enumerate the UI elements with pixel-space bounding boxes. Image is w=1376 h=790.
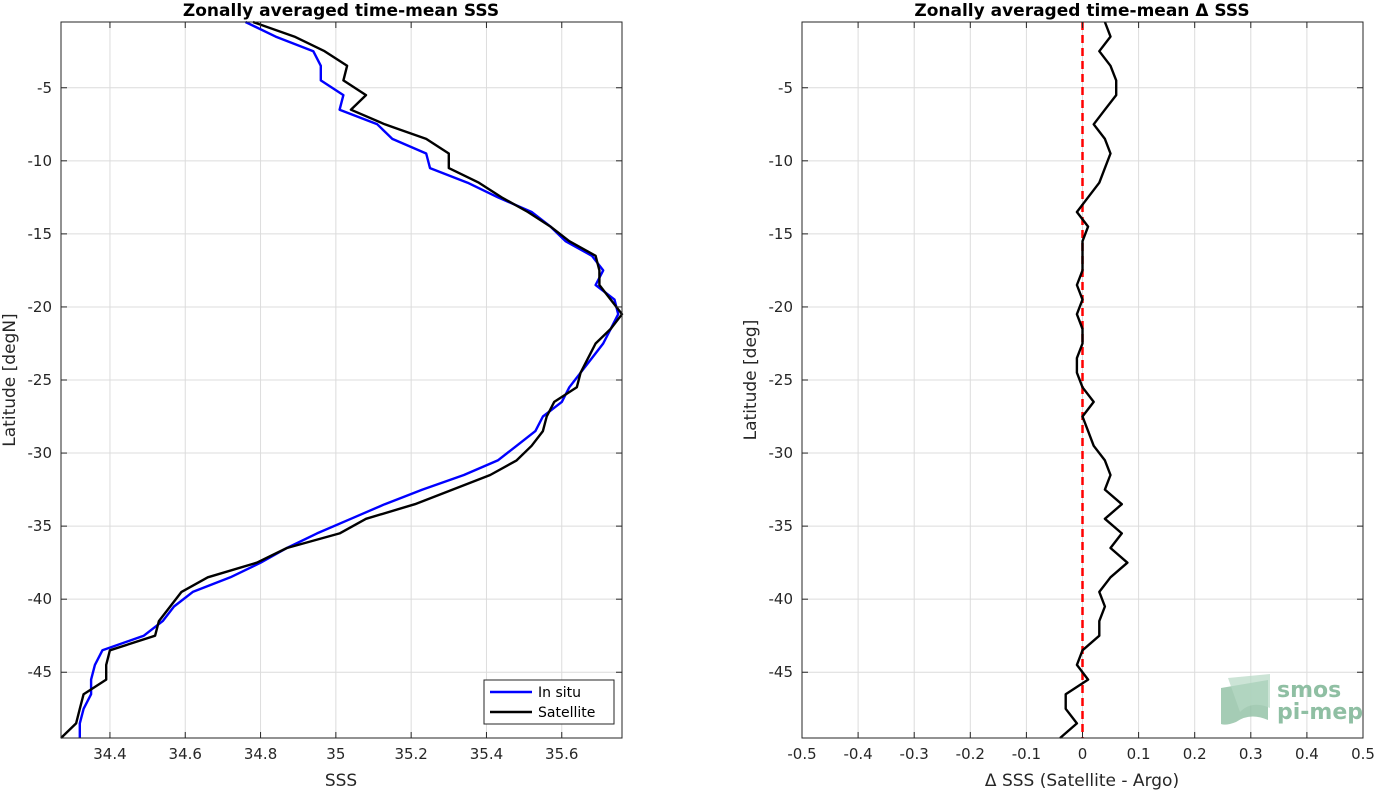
- y-tick-label: -25: [28, 371, 53, 389]
- x-tick-label: 35: [326, 745, 345, 763]
- chart-title: Zonally averaged time-mean Δ SSS: [914, 1, 1249, 21]
- delta-sss-panel: -0.5 -0.4 -0.3 -0.2 -0.1 0 0.1 0.2 0.3 0.4 0.5 -5 -1…: [741, 1, 1375, 790]
- y-tick-label: -40: [28, 590, 53, 608]
- x-tick-label: -0.3: [900, 745, 929, 763]
- chart-title: Zonally averaged time-mean SSS: [183, 1, 499, 21]
- x-tick-label: 35.4: [470, 745, 503, 763]
- x-axis-label: Δ SSS (Satellite - Argo): [985, 771, 1179, 790]
- x-axis-label: SSS: [325, 771, 357, 790]
- y-tick-label: -30: [769, 444, 794, 462]
- x-tick-label: 35.6: [545, 745, 578, 763]
- grid: [61, 22, 622, 738]
- y-tick-label: -25: [769, 371, 794, 389]
- y-tick-label: -40: [769, 590, 794, 608]
- y-tick-label: -30: [28, 444, 53, 462]
- x-tick-label: -0.2: [956, 745, 985, 763]
- ticks: -0.5 -0.4 -0.3 -0.2 -0.1 0 0.1 0.2 0.3 0.4 0.5 -5 -1…: [769, 22, 1375, 763]
- y-tick-label: -35: [28, 517, 53, 535]
- logo-text-pi-mep: pi-mep: [1277, 700, 1363, 725]
- x-tick-label: 0.3: [1239, 745, 1263, 763]
- logo-wave-icon: [1228, 674, 1270, 712]
- series-line-delta-sss: [1059, 21, 1129, 739]
- x-tick-label: 34.6: [169, 745, 202, 763]
- y-tick-label: -10: [769, 152, 794, 170]
- y-tick-label: -10: [28, 152, 53, 170]
- x-tick-label: 0.1: [1127, 745, 1151, 763]
- smos-pi-mep-logo: smos pi-mep: [1221, 674, 1363, 725]
- x-tick-label: 0.4: [1295, 745, 1319, 763]
- x-tick-label: 35.2: [394, 745, 427, 763]
- x-tick-label: -0.1: [1012, 745, 1041, 763]
- series-line-in-situ: [78, 20, 620, 738]
- sss-panel: 34.4 34.6 34.8 35 35.2 35.4 35.6 -5 -10 -15 -20 -25…: [0, 1, 624, 790]
- x-tick-label: -0.4: [843, 745, 872, 763]
- legend-label-in-situ: In situ: [538, 685, 581, 701]
- x-tick-label: -0.5: [787, 745, 816, 763]
- x-tick-label: 0.5: [1351, 745, 1375, 763]
- legend-box: [483, 679, 615, 725]
- x-tick-label: 0: [1078, 745, 1088, 763]
- x-tick-label: 0.2: [1183, 745, 1207, 763]
- series-layer: [60, 20, 624, 739]
- y-tick-label: -45: [769, 663, 794, 681]
- legend: In situ Satellite: [483, 679, 615, 725]
- y-tick-label: -20: [769, 298, 794, 316]
- y-tick-label: -15: [28, 225, 53, 243]
- x-tick-label: 34.4: [93, 745, 126, 763]
- logo-text-smos: smos: [1277, 678, 1341, 703]
- y-tick-label: -15: [769, 225, 794, 243]
- y-axis-label: Latitude [degN]: [0, 313, 20, 446]
- legend-label-satellite: Satellite: [538, 705, 595, 721]
- ticks: 34.4 34.6 34.8 35 35.2 35.4 35.6 -5 -10 -15 -20 -25…: [28, 22, 622, 763]
- y-tick-label: -5: [37, 79, 52, 97]
- series-layer: [1059, 21, 1129, 739]
- series-line-satellite: [60, 20, 624, 739]
- y-tick-label: -45: [28, 663, 53, 681]
- y-tick-label: -20: [28, 298, 53, 316]
- y-axis-label: Latitude [deg]: [741, 320, 761, 441]
- y-tick-label: -5: [778, 79, 793, 97]
- y-tick-label: -35: [769, 517, 794, 535]
- x-tick-label: 34.8: [244, 745, 277, 763]
